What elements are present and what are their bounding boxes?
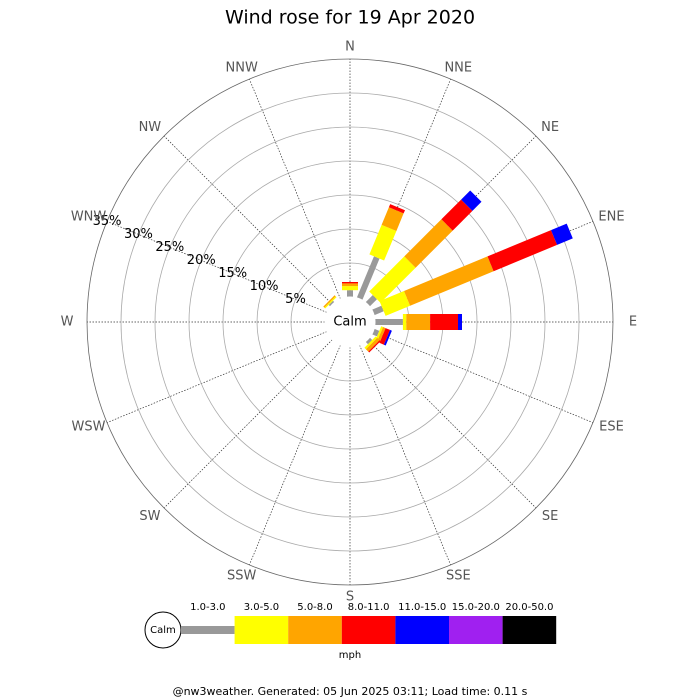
bar-segment bbox=[368, 340, 381, 353]
direction-label: ESE bbox=[599, 420, 624, 435]
legend-swatch bbox=[341, 616, 396, 644]
legend-label: 5.0-8.0 bbox=[297, 602, 332, 613]
legend-calm-label: Calm bbox=[150, 625, 176, 636]
spoke bbox=[367, 339, 537, 509]
ring bbox=[120, 92, 580, 552]
ring-label: 15% bbox=[218, 266, 247, 281]
bar-segment bbox=[441, 199, 473, 231]
ring-label: 5% bbox=[285, 292, 306, 307]
bar-segment bbox=[551, 223, 573, 245]
bar-segment bbox=[461, 190, 482, 211]
bar-segment bbox=[458, 314, 462, 330]
direction-label: SE bbox=[542, 509, 558, 524]
bar-segment bbox=[323, 295, 336, 308]
legend-label: 11.0-15.0 bbox=[398, 602, 446, 613]
direction-label: SW bbox=[139, 509, 160, 524]
bar-segment bbox=[381, 207, 404, 231]
legend-swatch bbox=[449, 616, 503, 644]
bar-segment bbox=[342, 283, 358, 287]
bar-segment bbox=[364, 336, 378, 350]
bar-segment bbox=[365, 295, 377, 307]
direction-label: SSE bbox=[446, 569, 471, 584]
bar-segment bbox=[371, 305, 384, 316]
bar-segment bbox=[379, 328, 390, 345]
bar-segment bbox=[375, 319, 403, 325]
bar-segment bbox=[487, 230, 558, 272]
bar-segment bbox=[383, 329, 392, 346]
bar-segment bbox=[404, 219, 453, 268]
bar-segment bbox=[365, 337, 373, 345]
calm-label: Calm bbox=[333, 315, 366, 330]
legend-unit: mph bbox=[339, 650, 361, 661]
legend-swatch bbox=[181, 626, 235, 634]
ring bbox=[222, 194, 478, 450]
bar-segment bbox=[342, 282, 358, 284]
direction-label: WSW bbox=[72, 420, 106, 435]
bar-segment bbox=[365, 337, 380, 352]
spoke bbox=[106, 331, 328, 423]
spoke bbox=[359, 344, 451, 566]
direction-label: E bbox=[629, 315, 637, 330]
spoke bbox=[163, 135, 333, 305]
bar-segment bbox=[369, 224, 397, 261]
bar-segment bbox=[324, 296, 337, 309]
ring-label: 35% bbox=[93, 214, 122, 229]
spoke bbox=[249, 78, 341, 300]
legend-swatch bbox=[234, 616, 289, 644]
bar-segment bbox=[376, 327, 386, 343]
bar-segment bbox=[404, 256, 494, 306]
legend-swatch bbox=[395, 616, 449, 644]
direction-label: NE bbox=[541, 120, 559, 135]
footer: @nw3weather. Generated: 05 Jun 2025 03:1… bbox=[173, 685, 528, 698]
chart-title: Wind rose for 19 Apr 2020 bbox=[225, 7, 475, 29]
direction-label: NNW bbox=[226, 60, 258, 75]
legend-label: 15.0-20.0 bbox=[452, 602, 500, 613]
spoke bbox=[249, 344, 341, 566]
ring bbox=[188, 160, 512, 484]
direction-label: SSW bbox=[227, 569, 257, 584]
direction-label: W bbox=[61, 315, 74, 330]
bar-segment bbox=[388, 204, 405, 214]
ring-label: 25% bbox=[155, 240, 184, 255]
direction-label: N bbox=[345, 40, 355, 55]
legend-swatch bbox=[288, 616, 342, 644]
ring-label: 10% bbox=[250, 279, 279, 294]
direction-label: S bbox=[346, 590, 354, 605]
ring bbox=[154, 126, 546, 518]
direction-label: NNE bbox=[444, 60, 472, 75]
legend-swatch bbox=[502, 616, 557, 644]
direction-label: NW bbox=[139, 120, 162, 135]
spoke bbox=[163, 339, 333, 509]
bar-segment bbox=[356, 256, 380, 301]
bar-segment bbox=[328, 300, 335, 307]
legend-label: 1.0-3.0 bbox=[190, 602, 225, 613]
bar-segment bbox=[342, 286, 358, 291]
legend-label: 20.0-50.0 bbox=[505, 602, 553, 613]
bar-segment bbox=[379, 291, 411, 316]
calm-circle bbox=[324, 296, 376, 348]
ring-label: 20% bbox=[187, 253, 216, 268]
ring bbox=[86, 58, 614, 586]
ring-label: 30% bbox=[124, 227, 153, 242]
bar-segment bbox=[369, 256, 416, 303]
spoke bbox=[106, 221, 328, 313]
spoke bbox=[372, 331, 594, 423]
legend-label: 3.0-5.0 bbox=[244, 602, 279, 613]
legend-label: 8.0-11.0 bbox=[348, 602, 390, 613]
bar-segment bbox=[430, 314, 458, 330]
bar-segment bbox=[347, 290, 353, 297]
bar-segment bbox=[406, 314, 431, 330]
direction-label: WNW bbox=[71, 209, 107, 224]
bar-segment bbox=[402, 314, 407, 330]
direction-label: ENE bbox=[598, 209, 624, 224]
